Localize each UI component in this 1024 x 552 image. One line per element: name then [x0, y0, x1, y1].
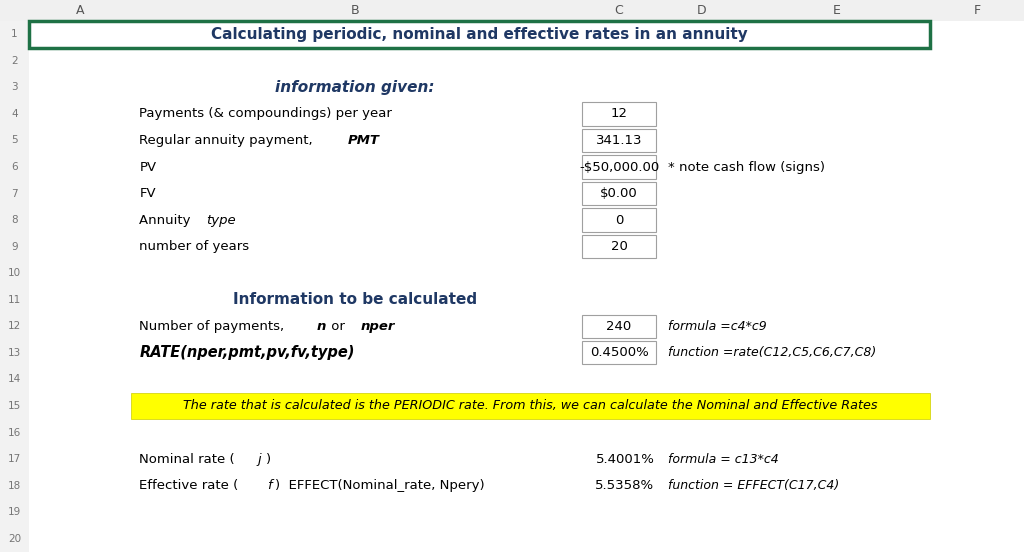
Text: 11: 11	[8, 295, 20, 305]
Text: 3: 3	[11, 82, 17, 92]
Text: Information to be calculated: Information to be calculated	[232, 292, 477, 307]
Text: 2: 2	[11, 56, 17, 66]
Text: )  EFFECT(Nominal_rate, Npery): ) EFFECT(Nominal_rate, Npery)	[275, 479, 485, 492]
Bar	[131, 392, 930, 420]
Bar	[0, 47, 29, 74]
Text: f: f	[267, 479, 272, 492]
Text: 13: 13	[8, 348, 20, 358]
Text: nper: nper	[360, 320, 395, 333]
Text: A: A	[76, 4, 84, 17]
Text: 12: 12	[8, 321, 20, 331]
Bar	[0, 127, 29, 153]
Bar	[582, 315, 656, 338]
Text: Annuity: Annuity	[139, 214, 195, 227]
Bar	[582, 129, 656, 152]
Text: j: j	[257, 453, 261, 465]
Text: 4: 4	[11, 109, 17, 119]
Bar	[0, 233, 29, 260]
Text: n: n	[316, 320, 326, 333]
Text: E: E	[834, 4, 841, 17]
Text: 8: 8	[11, 215, 17, 225]
Bar	[0, 339, 29, 366]
Text: 19: 19	[8, 507, 20, 517]
Bar	[0, 313, 29, 339]
Bar	[582, 182, 656, 205]
Text: 1: 1	[11, 29, 17, 39]
Bar	[0, 392, 29, 420]
Bar	[0, 286, 29, 313]
Text: function = EFFECT(C17,C4): function = EFFECT(C17,C4)	[668, 479, 839, 492]
Text: function =rate(C12,C5,C6,C7,C8): function =rate(C12,C5,C6,C7,C8)	[668, 346, 876, 359]
Bar	[582, 235, 656, 258]
Text: 6: 6	[11, 162, 17, 172]
Text: 16: 16	[8, 427, 20, 438]
Bar	[582, 341, 656, 364]
Text: PV: PV	[139, 161, 157, 173]
Text: 10: 10	[8, 268, 20, 278]
Bar	[582, 209, 656, 232]
Text: Nominal rate (: Nominal rate (	[139, 453, 234, 465]
Text: 0.4500%: 0.4500%	[590, 346, 648, 359]
Text: C: C	[614, 4, 624, 17]
Text: RATE(nper,pmt,pv,fv,type): RATE(nper,pmt,pv,fv,type)	[139, 346, 354, 360]
Text: 18: 18	[8, 481, 20, 491]
Text: ): )	[266, 453, 271, 465]
Bar	[0, 181, 29, 207]
Bar	[0, 499, 29, 526]
Text: 0: 0	[614, 214, 624, 227]
Bar	[0, 207, 29, 233]
Text: number of years: number of years	[139, 240, 250, 253]
Text: 7: 7	[11, 189, 17, 199]
Text: $0.00: $0.00	[600, 187, 638, 200]
Bar	[0, 0, 1024, 21]
Text: or: or	[327, 320, 349, 333]
Text: The rate that is calculated is the PERIODIC rate. From this, we can calculate th: The rate that is calculated is the PERIO…	[183, 400, 878, 412]
Text: Number of payments,: Number of payments,	[139, 320, 289, 333]
Text: 20: 20	[610, 240, 628, 253]
Bar	[582, 156, 656, 179]
Bar	[0, 21, 29, 47]
Text: formula = c13*c4: formula = c13*c4	[668, 453, 778, 465]
Text: 12: 12	[610, 108, 628, 120]
Text: FV: FV	[139, 187, 156, 200]
Bar	[0, 100, 29, 127]
Text: D: D	[697, 4, 707, 17]
Text: 5: 5	[11, 135, 17, 146]
Text: 9: 9	[11, 242, 17, 252]
Text: Calculating periodic, nominal and effective rates in an annuity: Calculating periodic, nominal and effect…	[211, 26, 748, 42]
Text: F: F	[974, 4, 980, 17]
Text: 240: 240	[606, 320, 632, 333]
Text: 14: 14	[8, 374, 20, 384]
Text: Effective rate (: Effective rate (	[139, 479, 239, 492]
Text: -$50,000.00: -$50,000.00	[579, 161, 659, 173]
Text: formula =c4*c9: formula =c4*c9	[668, 320, 766, 333]
Text: 17: 17	[8, 454, 20, 464]
Text: B: B	[350, 4, 359, 17]
Bar	[0, 260, 29, 286]
Bar	[0, 420, 29, 446]
Bar	[0, 366, 29, 392]
Text: Regular annuity payment,: Regular annuity payment,	[139, 134, 317, 147]
Text: 5.5358%: 5.5358%	[595, 479, 654, 492]
Bar	[0, 446, 29, 473]
Bar	[0, 154, 29, 181]
Bar	[29, 21, 930, 47]
Bar	[0, 473, 29, 499]
Text: 20: 20	[8, 534, 20, 544]
Text: 5.4001%: 5.4001%	[596, 453, 654, 465]
Text: PMT: PMT	[348, 134, 380, 147]
Text: Payments (& compoundings) per year: Payments (& compoundings) per year	[139, 108, 392, 120]
Bar	[0, 74, 29, 100]
Bar	[0, 526, 29, 552]
Text: type: type	[206, 214, 236, 227]
Text: 15: 15	[8, 401, 20, 411]
Text: * note cash flow (signs): * note cash flow (signs)	[668, 161, 824, 173]
Text: information given:: information given:	[275, 80, 434, 95]
Text: 341.13: 341.13	[596, 134, 642, 147]
Bar	[582, 102, 656, 125]
